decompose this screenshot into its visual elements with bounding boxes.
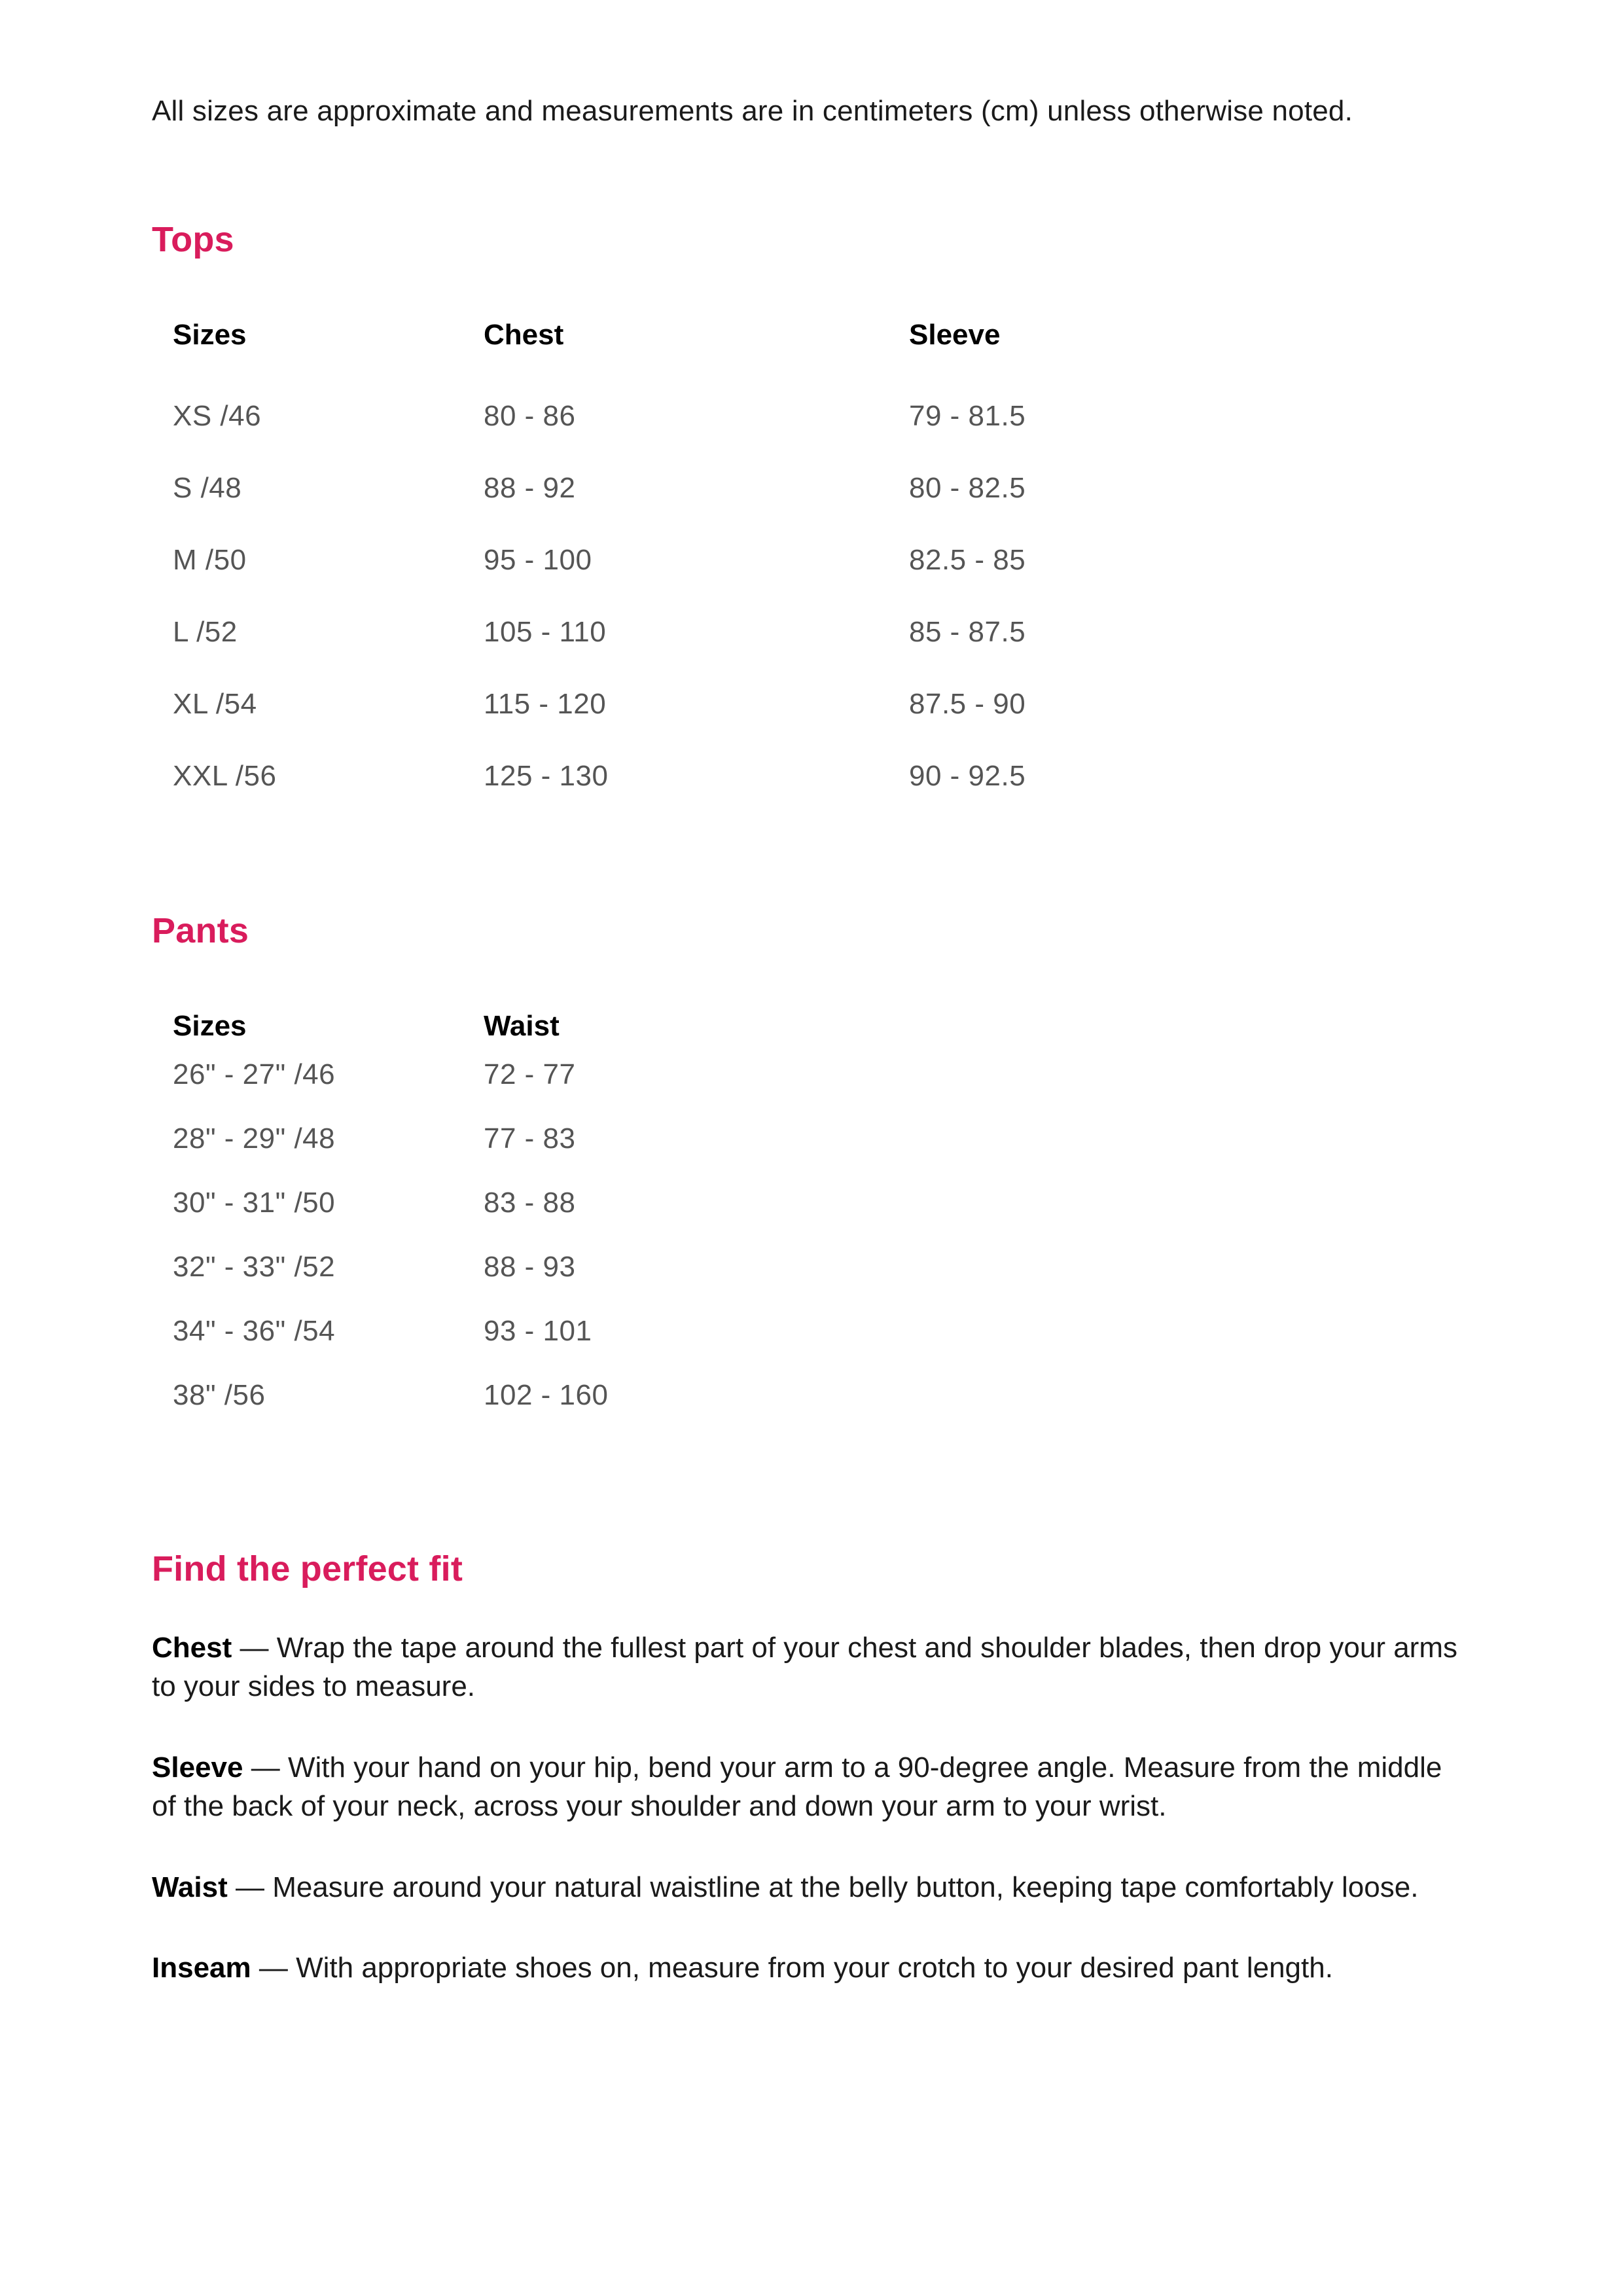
table-row: 32" - 33" /52 88 - 93 (173, 1235, 1492, 1299)
fit-dash: — (240, 1632, 276, 1664)
cell-waist: 102 - 160 (484, 1363, 1492, 1427)
table-row: 26" - 27" /46 72 - 77 (173, 1043, 1492, 1107)
pants-table: Sizes Waist 26" - 27" /46 72 - 77 28" - … (173, 1010, 1492, 1427)
fit-text: With your hand on your hip, bend your ar… (152, 1751, 1442, 1822)
table-row: 30" - 31" /50 83 - 88 (173, 1171, 1492, 1235)
heading-pants: Pants (152, 910, 1471, 951)
cell-size: M /50 (173, 524, 484, 596)
fit-label: Waist (152, 1871, 228, 1903)
col-header: Sleeve (909, 319, 1492, 380)
cell-sleeve: 90 - 92.5 (909, 740, 1492, 812)
cell-size: XL /54 (173, 668, 484, 740)
table-header-row: Sizes Waist (173, 1010, 1492, 1043)
table-row: XXL /56 125 - 130 90 - 92.5 (173, 740, 1492, 812)
cell-chest: 80 - 86 (484, 380, 909, 452)
col-header: Chest (484, 319, 909, 380)
table-header-row: Sizes Chest Sleeve (173, 319, 1492, 380)
col-header: Waist (484, 1010, 1492, 1043)
cell-sleeve: 82.5 - 85 (909, 524, 1492, 596)
fit-dash: — (259, 1952, 296, 1984)
cell-size: 32" - 33" /52 (173, 1235, 484, 1299)
tops-table: Sizes Chest Sleeve XS /46 80 - 86 79 - 8… (173, 319, 1492, 812)
heading-tops: Tops (152, 219, 1471, 260)
cell-waist: 77 - 83 (484, 1107, 1492, 1171)
cell-size: XS /46 (173, 380, 484, 452)
fit-text: Measure around your natural waistline at… (272, 1871, 1418, 1903)
col-header: Sizes (173, 319, 484, 380)
fit-item: Chest — Wrap the tape around the fullest… (152, 1628, 1471, 1706)
cell-size: 34" - 36" /54 (173, 1299, 484, 1363)
cell-waist: 93 - 101 (484, 1299, 1492, 1363)
cell-chest: 88 - 92 (484, 452, 909, 524)
intro-text: All sizes are approximate and measuremen… (152, 95, 1471, 128)
cell-sleeve: 80 - 82.5 (909, 452, 1492, 524)
table-row: XL /54 115 - 120 87.5 - 90 (173, 668, 1492, 740)
cell-size: XXL /56 (173, 740, 484, 812)
fit-dash: — (251, 1751, 288, 1784)
table-row: 38" /56 102 - 160 (173, 1363, 1492, 1427)
page: All sizes are approximate and measuremen… (0, 0, 1623, 2296)
cell-waist: 83 - 88 (484, 1171, 1492, 1235)
cell-sleeve: 85 - 87.5 (909, 596, 1492, 668)
cell-sleeve: 79 - 81.5 (909, 380, 1492, 452)
fit-dash: — (236, 1871, 272, 1903)
heading-fit: Find the perfect fit (152, 1549, 1471, 1589)
cell-chest: 95 - 100 (484, 524, 909, 596)
cell-waist: 88 - 93 (484, 1235, 1492, 1299)
fit-text: With appropriate shoes on, measure from … (296, 1952, 1333, 1984)
col-header: Sizes (173, 1010, 484, 1043)
cell-size: 28" - 29" /48 (173, 1107, 484, 1171)
cell-size: 38" /56 (173, 1363, 484, 1427)
fit-label: Sleeve (152, 1751, 243, 1784)
table-row: XS /46 80 - 86 79 - 81.5 (173, 380, 1492, 452)
cell-size: S /48 (173, 452, 484, 524)
fit-label: Chest (152, 1632, 232, 1664)
cell-chest: 115 - 120 (484, 668, 909, 740)
fit-item: Inseam — With appropriate shoes on, meas… (152, 1948, 1471, 1987)
fit-label: Inseam (152, 1952, 251, 1984)
cell-chest: 125 - 130 (484, 740, 909, 812)
table-row: L /52 105 - 110 85 - 87.5 (173, 596, 1492, 668)
table-row: M /50 95 - 100 82.5 - 85 (173, 524, 1492, 596)
fit-text: Wrap the tape around the fullest part of… (152, 1632, 1457, 1702)
cell-size: 30" - 31" /50 (173, 1171, 484, 1235)
cell-size: 26" - 27" /46 (173, 1043, 484, 1107)
fit-item: Waist — Measure around your natural wais… (152, 1868, 1471, 1907)
cell-chest: 105 - 110 (484, 596, 909, 668)
cell-sleeve: 87.5 - 90 (909, 668, 1492, 740)
table-row: 34" - 36" /54 93 - 101 (173, 1299, 1492, 1363)
table-row: S /48 88 - 92 80 - 82.5 (173, 452, 1492, 524)
cell-size: L /52 (173, 596, 484, 668)
cell-waist: 72 - 77 (484, 1043, 1492, 1107)
fit-item: Sleeve — With your hand on your hip, ben… (152, 1748, 1471, 1826)
table-row: 28" - 29" /48 77 - 83 (173, 1107, 1492, 1171)
